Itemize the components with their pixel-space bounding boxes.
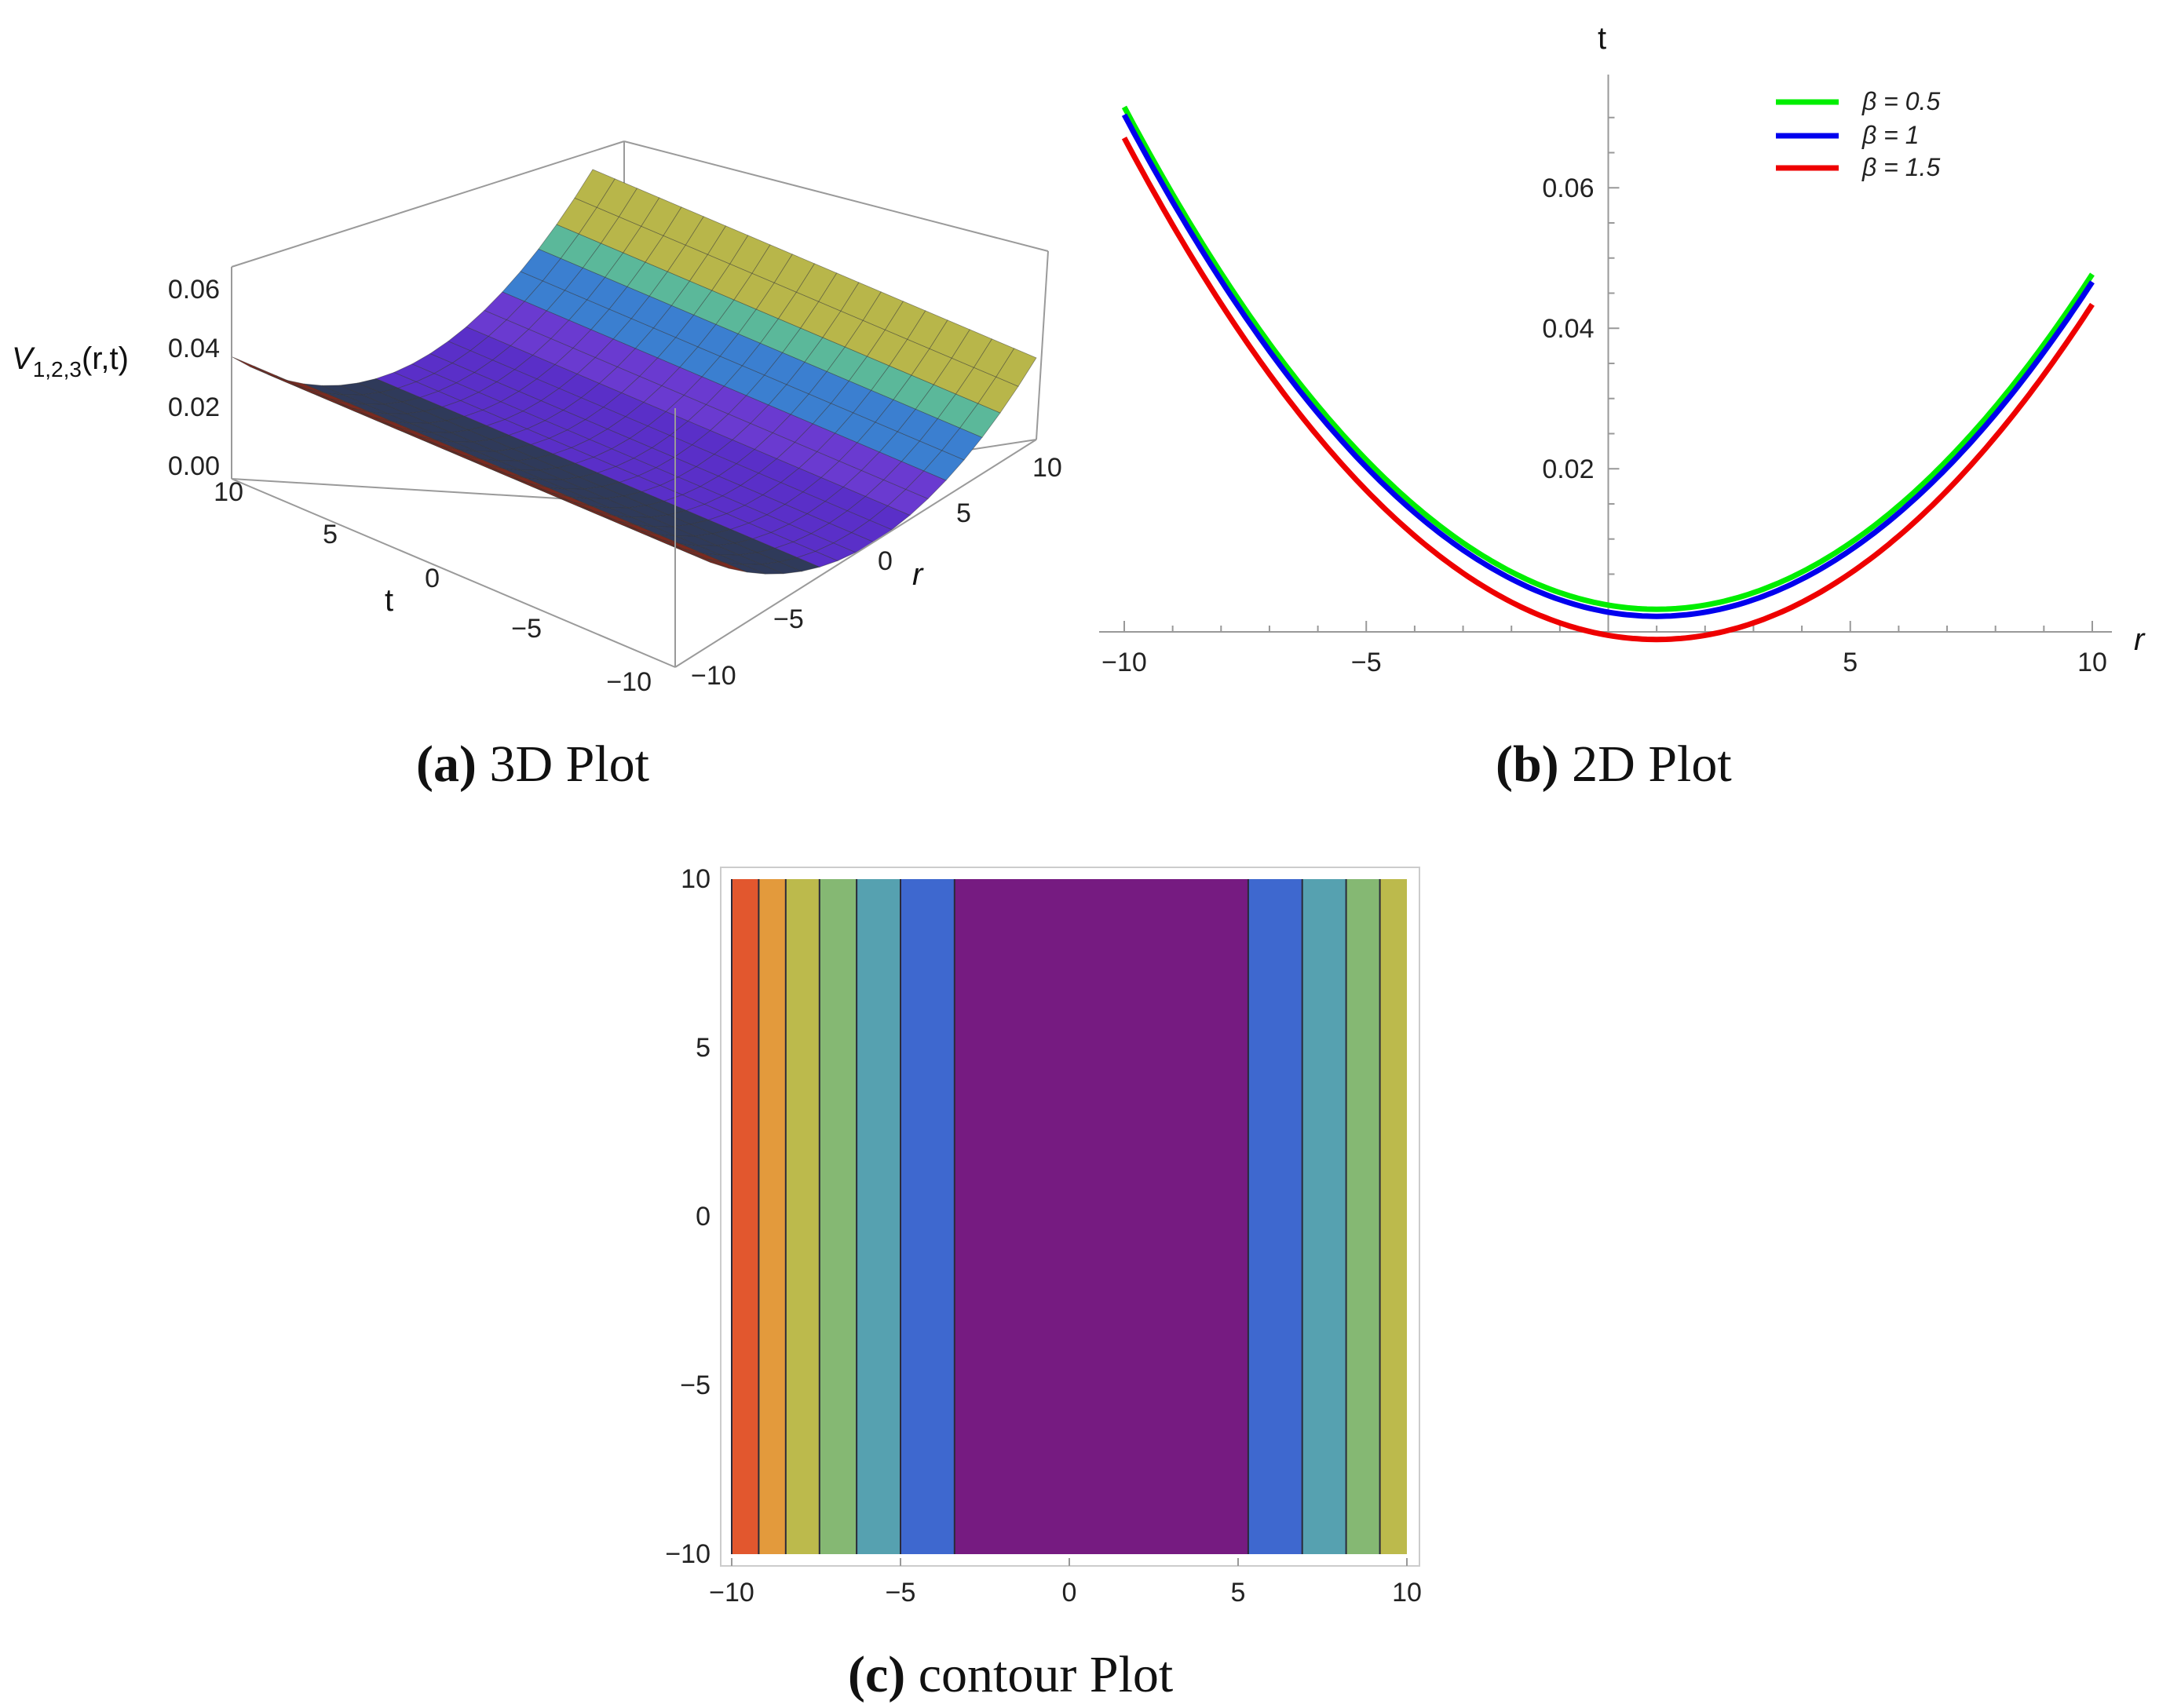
chart-a-t-label: t bbox=[385, 583, 393, 618]
chart-a-z-tick-1: 0.02 bbox=[168, 392, 220, 422]
chart-c-x-tick-label: 5 bbox=[1231, 1578, 1246, 1608]
chart-b-2d: −10 −5 5 10 0.02 0.04 0.06 t r β = 0.5 β = 1 β… bbox=[1099, 21, 2146, 793]
contour-band-2 bbox=[785, 879, 820, 1554]
chart-a-t-tick-10: 10 bbox=[214, 477, 243, 507]
chart-c-caption: (c) contour Plot bbox=[848, 1646, 1173, 1703]
chart-a-r-tick-0: 0 bbox=[878, 546, 893, 576]
contour-band-7 bbox=[1248, 879, 1302, 1554]
chart-c-x-tick-label: 10 bbox=[1392, 1578, 1422, 1608]
chart-c-x-tick-label: −10 bbox=[709, 1578, 754, 1608]
chart-b-x-tick-label: −5 bbox=[1351, 648, 1382, 677]
chart-a-box-front bbox=[231, 250, 1049, 668]
chart-c-bands bbox=[731, 879, 1407, 1554]
chart-b-x-label: r bbox=[2134, 622, 2146, 657]
chart-c-x-tick-label: 0 bbox=[1062, 1578, 1077, 1608]
surface-patch bbox=[995, 348, 1037, 387]
legend-label-0: β = 0.5 bbox=[1861, 87, 1940, 115]
chart-a-t-tick-5: 5 bbox=[323, 520, 338, 549]
chart-a-surface bbox=[231, 169, 1037, 575]
chart-a-r-label: r bbox=[912, 557, 924, 592]
chart-a-t-ticks: 10 5 0 −5 −10 bbox=[214, 477, 652, 697]
chart-b-x-tick-label: 10 bbox=[2077, 648, 2107, 677]
chart-a-r-ticks: −10 −5 0 5 10 bbox=[691, 453, 1062, 691]
contour-band-3 bbox=[819, 879, 857, 1554]
chart-b-caption: (b) 2D Plot bbox=[1496, 735, 1732, 793]
chart-c-y-tick-label: 0 bbox=[696, 1202, 711, 1232]
contour-band-5 bbox=[901, 879, 955, 1554]
chart-b-x-tick-label: 5 bbox=[1843, 648, 1858, 677]
chart-a-r-tick-m5: −5 bbox=[773, 604, 804, 634]
legend-label-1: β = 1 bbox=[1861, 121, 1920, 149]
chart-c-contour: −10 −5 0 5 10 10 5 0 −5 −10 (c) contour Plot bbox=[665, 864, 1422, 1703]
contour-band-9 bbox=[1346, 879, 1380, 1554]
chart-b-series-0 bbox=[1121, 105, 2095, 612]
contour-band-4 bbox=[857, 879, 901, 1554]
contour-band-6 bbox=[954, 879, 1248, 1554]
contour-band-10 bbox=[1379, 879, 1407, 1554]
contour-band-1 bbox=[758, 879, 786, 1554]
chart-b-axes bbox=[1099, 75, 2112, 633]
chart-a-t-tick-m10: −10 bbox=[606, 667, 652, 697]
chart-a-t-tick-0: 0 bbox=[425, 564, 440, 593]
chart-c-y-tick-label: −10 bbox=[665, 1539, 711, 1569]
chart-b-y-tick-label: 0.02 bbox=[1542, 454, 1594, 484]
chart-a-z-label: V1,2,3(r,t) bbox=[12, 341, 129, 381]
chart-b-ticks: −10 −5 5 10 0.02 0.04 0.06 bbox=[1101, 116, 2107, 677]
chart-b-series-1 bbox=[1121, 113, 2095, 619]
chart-a-r-tick-m10: −10 bbox=[691, 661, 736, 691]
chart-a-z-tick-3: 0.06 bbox=[168, 275, 220, 305]
chart-c-y-tick-label: 5 bbox=[696, 1033, 711, 1063]
chart-b-y-label: t bbox=[1598, 21, 1606, 56]
chart-c-y-tick-label: −5 bbox=[680, 1370, 711, 1400]
chart-a-r-tick-5: 5 bbox=[956, 498, 971, 528]
chart-a-3d: 0.00 0.02 0.04 0.06 V1,2,3(r,t) 10 5 0 −… bbox=[12, 141, 1062, 793]
chart-b-y-tick-label: 0.06 bbox=[1542, 173, 1594, 203]
chart-a-t-tick-m5: −5 bbox=[511, 614, 542, 644]
chart-b-legend: β = 0.5 β = 1 β = 1.5 bbox=[1776, 87, 1940, 181]
chart-a-caption: (a) 3D Plot bbox=[416, 735, 649, 793]
legend-label-2: β = 1.5 bbox=[1861, 153, 1940, 181]
chart-a-z-tick-2: 0.04 bbox=[168, 334, 220, 363]
chart-a-r-tick-10: 10 bbox=[1032, 453, 1062, 483]
chart-c-ticks: −10 −5 0 5 10 10 5 0 −5 −10 bbox=[665, 864, 1422, 1608]
chart-a-z-ticks: 0.00 0.02 0.04 0.06 bbox=[168, 275, 220, 481]
chart-b-x-tick-label: −10 bbox=[1101, 648, 1147, 677]
contour-band-8 bbox=[1302, 879, 1346, 1554]
chart-b-series-2 bbox=[1121, 137, 2095, 643]
chart-c-y-tick-label: 10 bbox=[681, 864, 711, 894]
chart-c-x-tick-label: −5 bbox=[886, 1578, 916, 1608]
contour-band-0 bbox=[732, 879, 759, 1554]
chart-b-y-tick-label: 0.04 bbox=[1542, 314, 1594, 344]
chart-a-z-tick-0: 0.00 bbox=[168, 451, 220, 481]
chart-b-series bbox=[1121, 105, 2095, 643]
